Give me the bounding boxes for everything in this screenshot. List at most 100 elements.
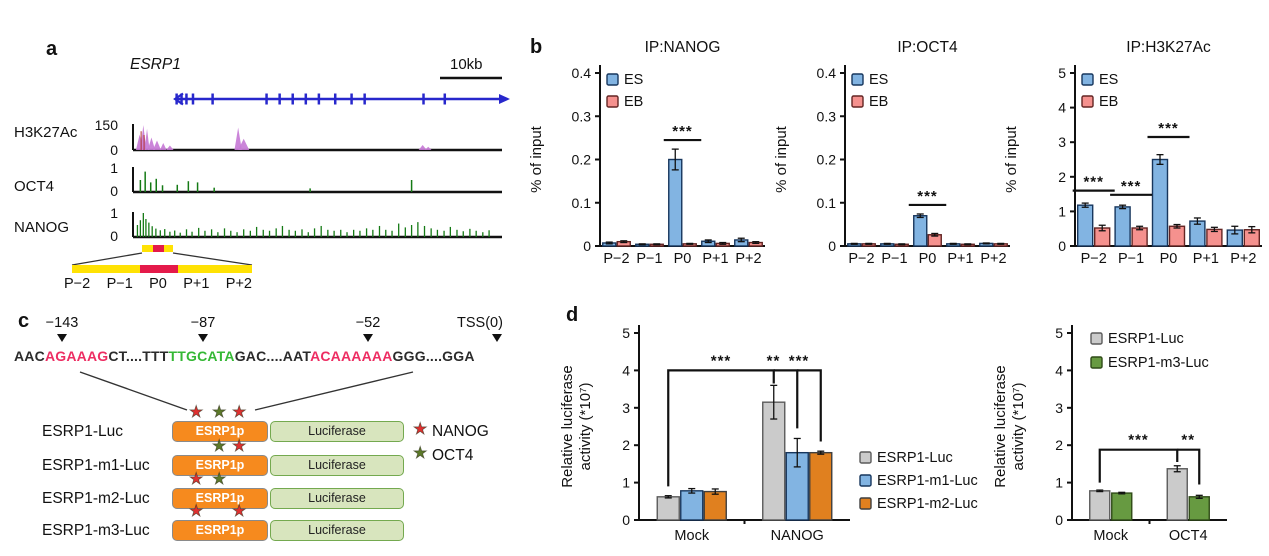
y-tick-label: 0 bbox=[622, 512, 630, 528]
h3k27ac-peak bbox=[418, 145, 427, 150]
y-tick-label: 0.1 bbox=[817, 195, 837, 211]
chart-title: IP:OCT4 bbox=[897, 39, 958, 56]
y-tick-label: 0 bbox=[828, 238, 836, 254]
amplicon-p0-zoomed bbox=[140, 265, 178, 273]
legend-label: ES bbox=[869, 72, 888, 88]
down-arrow-icon bbox=[198, 334, 208, 342]
promoter-box: ESRP1p bbox=[172, 520, 268, 541]
bar-ESRP1-m1-Luc-Mock bbox=[680, 490, 704, 521]
legend-swatch-ESRP1-m3-Luc bbox=[1090, 356, 1103, 369]
y-tick-label: 0 bbox=[1058, 238, 1066, 254]
track-nanog-min: 0 bbox=[110, 228, 118, 244]
luciferase-box: Luciferase bbox=[270, 455, 404, 476]
h3k27ac-peak bbox=[147, 137, 156, 150]
x-category-label: P+2 bbox=[735, 251, 761, 267]
legend-swatch-EB bbox=[1081, 95, 1094, 108]
legend-swatch-ES bbox=[1081, 73, 1094, 86]
h3k27ac-peak bbox=[166, 145, 174, 150]
red-star-icon: ★ bbox=[413, 421, 428, 438]
y-tick-label: 3 bbox=[1058, 134, 1066, 150]
legend-swatch-EB bbox=[851, 95, 864, 108]
x-category-label: P−2 bbox=[848, 251, 874, 267]
y-tick-label: 3 bbox=[622, 400, 630, 416]
x-category-label: P−2 bbox=[1081, 251, 1107, 267]
legend-swatch-ESRP1-m1-Luc bbox=[859, 474, 872, 487]
bar-ESRP1-m3-Luc-OCT4 bbox=[1188, 496, 1210, 521]
significance-stars: *** bbox=[1128, 432, 1149, 449]
nanog-star-icon: ★ bbox=[232, 503, 247, 520]
track-oct4-min: 0 bbox=[110, 183, 118, 199]
legend-label: ES bbox=[624, 72, 643, 88]
amplicon-label: P+2 bbox=[225, 276, 252, 292]
bar-ES-P−2 bbox=[1076, 204, 1094, 247]
legend-label: EB bbox=[869, 94, 888, 110]
x-category-label: P0 bbox=[1160, 251, 1178, 267]
bar-ESRP1-Luc-Mock bbox=[656, 496, 680, 521]
y-axis-label: % of input bbox=[528, 125, 545, 193]
significance-stars: *** bbox=[917, 188, 938, 205]
y-tick-label: 0.2 bbox=[572, 152, 592, 168]
x-category-label: P0 bbox=[674, 251, 692, 267]
x-category-label: Mock bbox=[674, 528, 709, 544]
significance-stars: *** bbox=[672, 123, 693, 140]
amplicon-label: P+1 bbox=[183, 276, 210, 292]
track-h3k27ac-max: 150 bbox=[94, 117, 118, 133]
sequence-segment-black: GAC....AAT bbox=[234, 348, 311, 364]
nanog-star-icon: ★ bbox=[232, 404, 247, 421]
amplicon-p0-small bbox=[153, 245, 164, 252]
genome-browser-tracks bbox=[71, 76, 510, 273]
sequence-position-label: TSS(0) bbox=[457, 315, 503, 331]
y-tick-label: 1 bbox=[1055, 475, 1063, 491]
sequence-position-label: −143 bbox=[45, 315, 79, 331]
oct4-star-icon: ★ bbox=[212, 404, 227, 421]
luciferase-box: Luciferase bbox=[270, 421, 404, 442]
sequence-position-label: −87 bbox=[190, 315, 216, 331]
significance-stars: *** bbox=[1158, 120, 1179, 137]
x-category-label: P+1 bbox=[1193, 251, 1219, 267]
chart-ip-nanog: IP:NANOG 0 0.1 0.2 0.3 0.4 % of input P−2 P−1 P0 P… bbox=[528, 39, 765, 267]
down-arrow-icon bbox=[57, 334, 67, 342]
x-category-label: P−1 bbox=[1118, 251, 1144, 267]
y-tick-label: 4 bbox=[622, 362, 630, 378]
legend-label: ESRP1-m3-Luc bbox=[1108, 355, 1209, 371]
down-arrow-icon bbox=[492, 334, 502, 342]
amplicon-label: P0 bbox=[149, 276, 167, 292]
bar-ES-P0 bbox=[668, 158, 683, 247]
star-legend-label: NANOG bbox=[432, 423, 489, 440]
legend-swatch-ES bbox=[851, 73, 864, 86]
y-axis-label: activity (*10⁷) bbox=[1010, 383, 1027, 471]
h3k27ac-peak bbox=[159, 143, 167, 150]
chart-ip-h3k27ac: IP:H3K27Ac 0 1 2 3 4 5 % of input P−2 P−1 P0 P+1 P+2… bbox=[1003, 39, 1262, 267]
bar-ESRP1-Luc-NANOG bbox=[762, 401, 786, 521]
y-tick-label: 4 bbox=[1058, 100, 1066, 116]
bar-ESRP1-Luc-OCT4 bbox=[1166, 468, 1188, 521]
promoter-sequence: AACAGAAAGCT....TTTTTGCATAGAC....AATACAAA… bbox=[14, 348, 475, 364]
y-axis-label: % of input bbox=[1003, 125, 1020, 193]
h3k27ac-peak bbox=[234, 127, 242, 150]
y-tick-label: 2 bbox=[622, 437, 630, 453]
bar-ESRP1-m2-Luc-NANOG bbox=[809, 451, 833, 521]
panel-a-label: a bbox=[46, 38, 58, 60]
significance-stars: *** bbox=[1121, 178, 1142, 195]
track-nanog-max: 1 bbox=[110, 205, 118, 221]
y-tick-label: 0 bbox=[583, 238, 591, 254]
panel-c-label: c bbox=[18, 310, 30, 332]
sequence-segment-black: CT....TTT bbox=[108, 348, 169, 364]
track-label-nanog: NANOG bbox=[14, 219, 70, 236]
h3k27ac-peak bbox=[152, 140, 162, 150]
chart-title: IP:H3K27Ac bbox=[1126, 39, 1211, 56]
legend-label: ESRP1-m2-Luc bbox=[877, 496, 978, 512]
construct-connector-lines bbox=[79, 371, 414, 411]
promoter-box: ESRP1p bbox=[172, 421, 268, 442]
y-tick-label: 5 bbox=[1058, 65, 1066, 81]
x-category-label: OCT4 bbox=[1169, 528, 1208, 544]
construct-name: ESRP1-m1-Luc bbox=[42, 457, 150, 474]
y-tick-label: 0.4 bbox=[817, 65, 837, 81]
nanog-star-icon: ★ bbox=[232, 438, 247, 455]
bar-ESRP1-Luc-Mock bbox=[1089, 490, 1111, 521]
star-legend-label: OCT4 bbox=[432, 447, 474, 464]
y-tick-label: 0.2 bbox=[817, 152, 837, 168]
construct-name: ESRP1-m3-Luc bbox=[42, 522, 150, 539]
y-tick-label: 0 bbox=[1055, 512, 1063, 528]
y-tick-label: 0.3 bbox=[817, 108, 837, 124]
